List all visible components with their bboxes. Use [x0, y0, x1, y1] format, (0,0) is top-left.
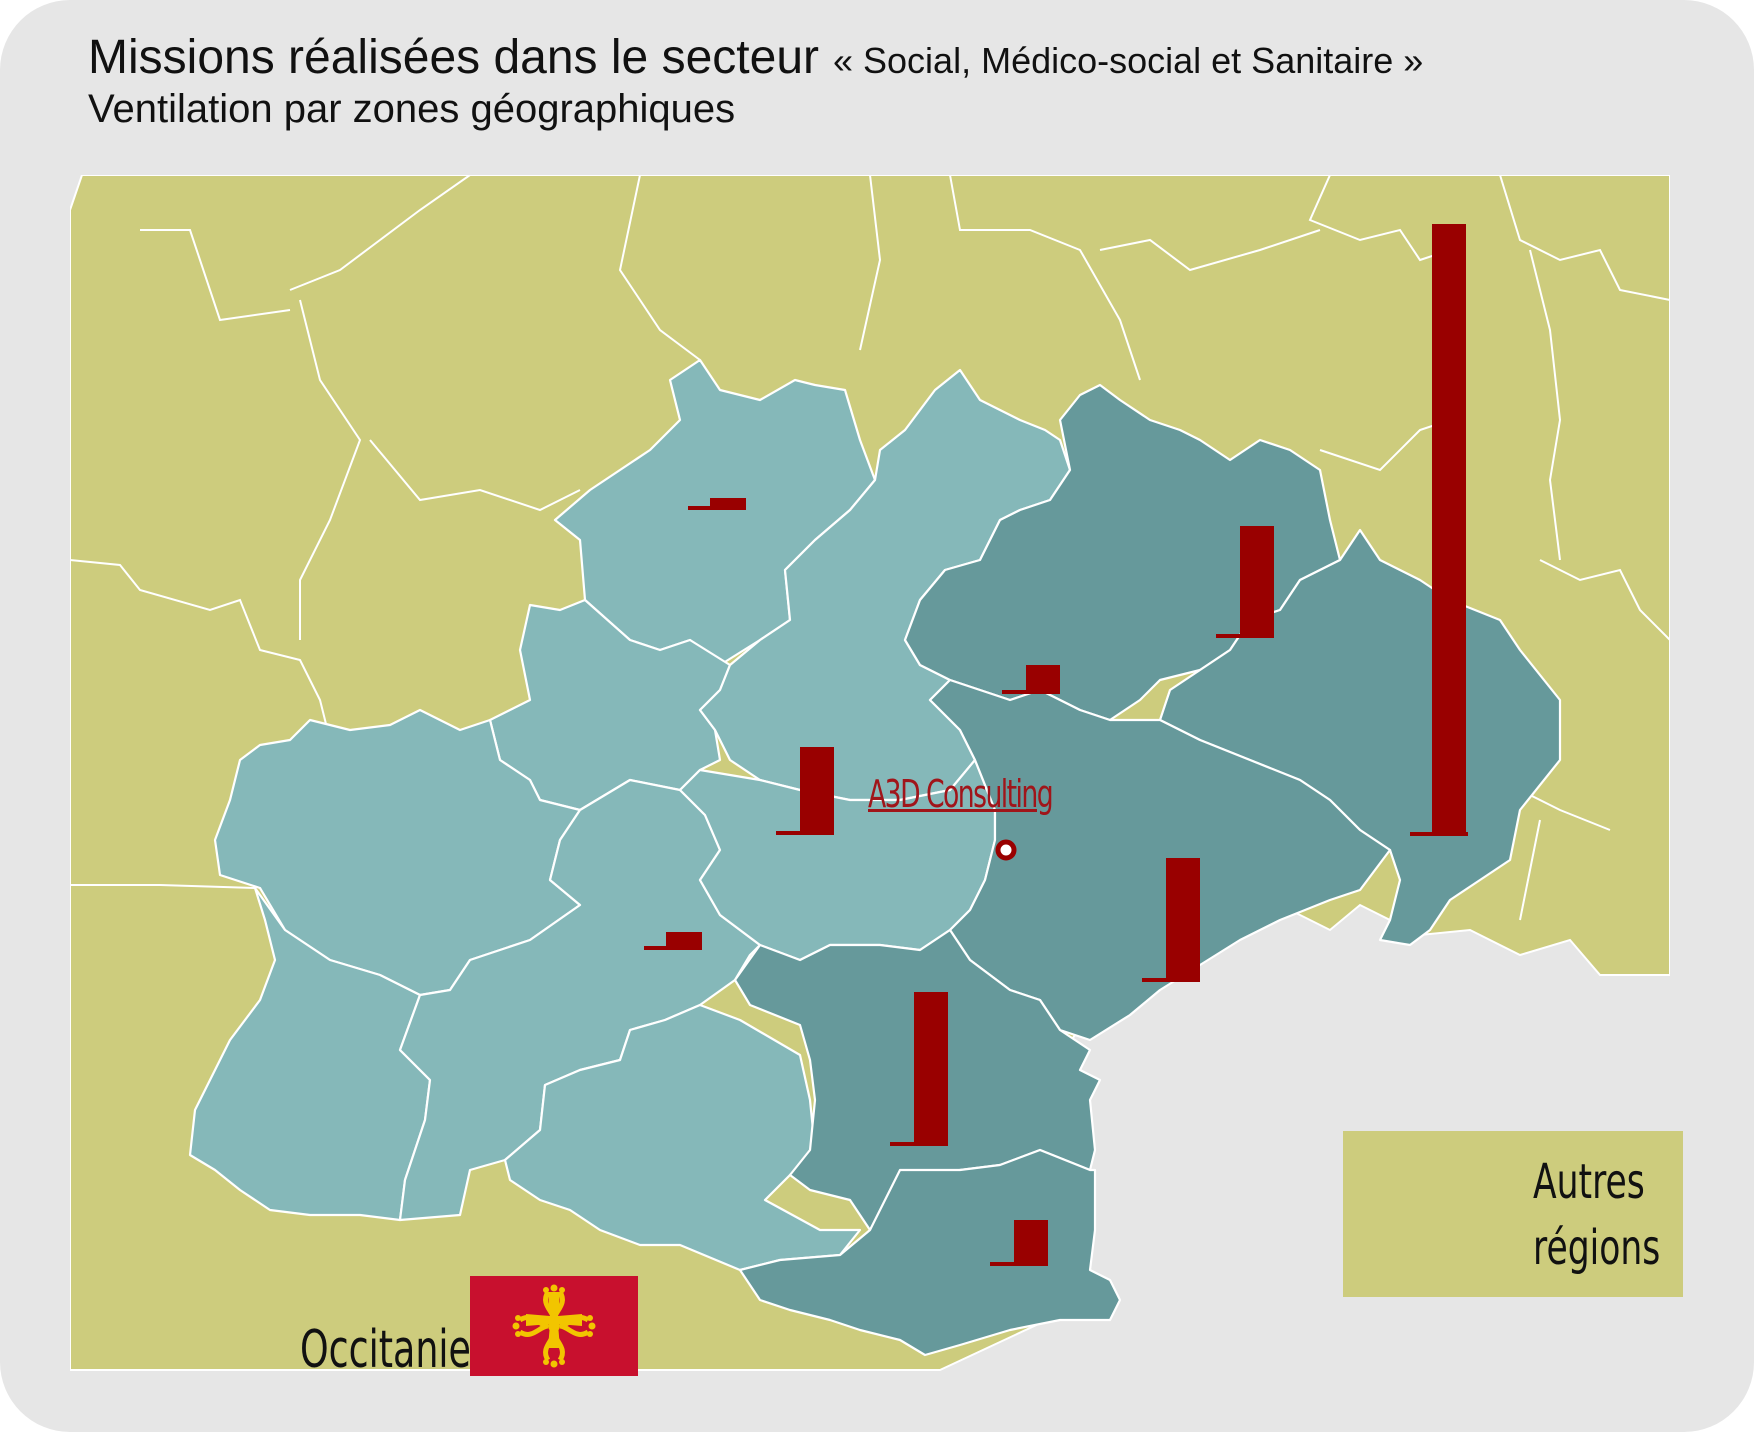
- bar-lozere: [1216, 526, 1274, 638]
- mission-bars: [644, 224, 1468, 1266]
- dept-ariege: [503, 1003, 862, 1272]
- occitanie-departments: [188, 358, 1562, 1357]
- legend-label: Autres régions: [1533, 1149, 1660, 1281]
- bar-herault: [1142, 858, 1200, 982]
- legend: Autres régions: [1343, 1131, 1683, 1297]
- office-label[interactable]: A3D Consulting: [868, 772, 1054, 816]
- dept-pyrenees-orientales: [738, 1148, 1122, 1357]
- title-sector: « Social, Médico-social et Sanitaire »: [833, 40, 1424, 81]
- occitan-cross-icon: [512, 1284, 596, 1368]
- dept-herault: [928, 678, 1392, 1042]
- bar-lot: [688, 498, 746, 510]
- bar-aveyron: [1002, 665, 1060, 694]
- legend-label-line1: Autres: [1533, 1154, 1645, 1210]
- bar-autres-regions: [1410, 224, 1468, 836]
- office-marker-icon: [995, 839, 1017, 861]
- other-regions-borders: [70, 175, 1670, 921]
- occitan-cross-flag-icon: [470, 1276, 638, 1376]
- header: Missions réalisées dans le secteur « Soci…: [88, 31, 1424, 132]
- region-name: Occitanie: [300, 1320, 471, 1380]
- bar-aude: [890, 992, 948, 1146]
- bar-pyrenees-orientales: [990, 1220, 1048, 1266]
- title-main: Missions réalisées dans le secteur: [88, 31, 819, 84]
- page-subtitle: Ventilation par zones géographiques: [88, 86, 736, 131]
- bar-tarn: [776, 747, 834, 835]
- legend-label-line2: régions: [1533, 1220, 1661, 1276]
- dept-hautes-pyrenees: [188, 886, 432, 1222]
- bar-tarn-et-garonne: [644, 932, 702, 950]
- page-title: Missions réalisées dans le secteur « Soci…: [88, 31, 1424, 85]
